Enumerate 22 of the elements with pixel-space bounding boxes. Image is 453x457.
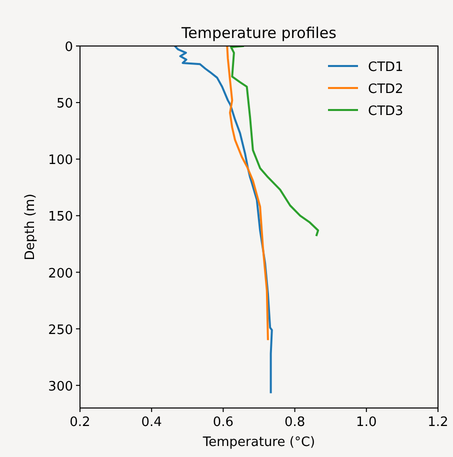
line-series [174,46,273,394]
x-axis-title: Temperature (°C) [202,435,316,450]
y-axis-title: Depth (m) [23,194,38,260]
x-tick-label: 0.6 [212,415,234,430]
y-tick-label: 250 [48,322,73,338]
legend-label: CTD3 [368,104,404,119]
legend-label: CTD2 [368,82,404,97]
y-tick-label: 300 [48,379,73,394]
y-tick-label: 50 [56,96,73,112]
y-tick-label: 0 [64,40,73,55]
x-tick-label: 0.8 [284,415,306,430]
line-series [226,46,269,342]
y-tick-label: 100 [48,153,73,168]
legend-label: CTD1 [368,60,404,75]
x-tick-label: 0.2 [70,415,90,430]
x-tick-label: 1.2 [428,415,448,430]
line-series [230,46,320,238]
y-tick-label: 200 [48,266,73,282]
y-tick-label: 150 [48,210,73,225]
x-tick-label: 1.0 [356,415,377,430]
x-tick-label: 0.4 [141,415,162,430]
chart-title: Temperature profiles [180,24,337,42]
